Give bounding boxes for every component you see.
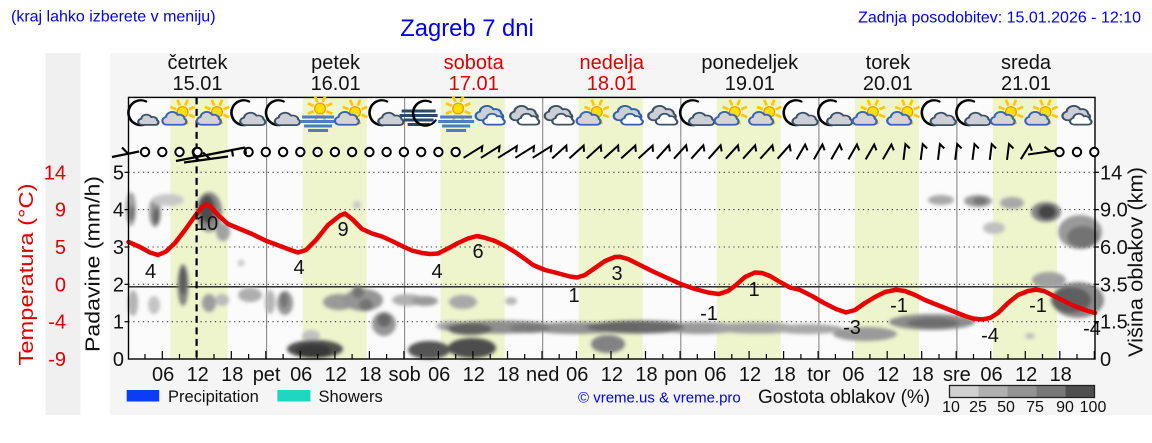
svg-text:14: 14 [1100, 162, 1122, 184]
svg-text:4: 4 [293, 257, 304, 279]
svg-text:9: 9 [55, 200, 66, 222]
svg-text:Padavine (mm/h): Padavine (mm/h) [83, 176, 105, 352]
svg-text:19.01: 19.01 [725, 73, 775, 95]
svg-text:5: 5 [113, 162, 124, 184]
svg-text:ponedeljek: ponedeljek [701, 52, 799, 74]
svg-text:4: 4 [431, 261, 442, 283]
svg-text:-4: -4 [1083, 318, 1101, 340]
svg-text:20.01: 20.01 [863, 73, 913, 95]
svg-text:sob: sob [388, 364, 420, 386]
svg-text:© vreme.us & vreme.pro: © vreme.us & vreme.pro [578, 390, 741, 407]
svg-text:-9: -9 [48, 349, 66, 371]
svg-text:4: 4 [113, 200, 124, 222]
svg-text:6.0: 6.0 [1100, 237, 1128, 259]
svg-text:10: 10 [942, 399, 960, 416]
svg-text:nedelja: nedelja [580, 52, 645, 74]
svg-text:12: 12 [187, 364, 209, 386]
svg-text:17.01: 17.01 [449, 73, 499, 95]
svg-text:25: 25 [969, 399, 987, 416]
svg-text:(kraj lahko izberete v meniju): (kraj lahko izberete v meniju) [11, 9, 216, 26]
svg-text:ned: ned [526, 364, 559, 386]
svg-text:4: 4 [145, 261, 156, 283]
svg-text:četrtek: četrtek [167, 52, 228, 74]
svg-text:06: 06 [842, 364, 864, 386]
svg-text:06: 06 [290, 364, 312, 386]
svg-text:sre: sre [943, 364, 971, 386]
svg-text:9: 9 [337, 219, 348, 241]
svg-text:pon: pon [664, 364, 697, 386]
svg-text:2: 2 [113, 274, 124, 296]
svg-text:90: 90 [1056, 399, 1074, 416]
svg-text:14: 14 [44, 162, 66, 184]
svg-text:21.01: 21.01 [1001, 73, 1051, 95]
svg-text:pet: pet [253, 364, 281, 386]
svg-text:-3: -3 [843, 317, 861, 339]
svg-text:3: 3 [611, 263, 622, 285]
svg-text:12: 12 [739, 364, 761, 386]
svg-text:18: 18 [912, 364, 934, 386]
svg-text:-1: -1 [700, 303, 718, 325]
svg-text:18: 18 [497, 364, 519, 386]
svg-text:18: 18 [359, 364, 381, 386]
svg-text:sreda: sreda [1001, 52, 1052, 74]
svg-text:1: 1 [748, 279, 759, 301]
svg-text:1.5: 1.5 [1100, 312, 1128, 334]
svg-text:petek: petek [311, 52, 361, 74]
svg-text:9.0: 9.0 [1100, 200, 1128, 222]
svg-text:-4: -4 [48, 312, 66, 334]
svg-text:12: 12 [463, 364, 485, 386]
svg-text:18.01: 18.01 [587, 73, 637, 95]
svg-text:5: 5 [55, 237, 66, 259]
svg-text:06: 06 [704, 364, 726, 386]
svg-text:Zadnja posodobitev: 15.01.2026: Zadnja posodobitev: 15.01.2026 - 12:10 [858, 10, 1141, 27]
svg-text:-1: -1 [1029, 295, 1047, 317]
svg-text:16.01: 16.01 [311, 73, 361, 95]
svg-text:1: 1 [568, 285, 579, 307]
svg-text:12: 12 [1015, 364, 1037, 386]
svg-text:12: 12 [877, 364, 899, 386]
svg-text:50: 50 [997, 399, 1015, 416]
svg-text:18: 18 [221, 364, 243, 386]
svg-text:0: 0 [55, 274, 66, 296]
svg-text:75: 75 [1026, 399, 1044, 416]
svg-text:Precipitation: Precipitation [168, 388, 259, 406]
svg-text:1: 1 [113, 312, 124, 334]
svg-text:Gostota oblakov (%): Gostota oblakov (%) [758, 387, 930, 408]
svg-text:Zagreb 7 dni: Zagreb 7 dni [400, 15, 534, 42]
svg-text:18: 18 [635, 364, 657, 386]
svg-text:torek: torek [866, 52, 911, 74]
svg-text:12: 12 [601, 364, 623, 386]
svg-text:6: 6 [472, 241, 483, 263]
svg-text:Višina oblakov (km): Višina oblakov (km) [1126, 167, 1148, 357]
svg-text:100: 100 [1080, 399, 1107, 416]
svg-text:Showers: Showers [319, 388, 383, 406]
svg-text:10: 10 [196, 213, 218, 235]
svg-text:-4: -4 [981, 325, 999, 347]
svg-text:06: 06 [566, 364, 588, 386]
svg-text:-1: -1 [890, 295, 908, 317]
svg-text:0: 0 [113, 349, 124, 371]
svg-text:0: 0 [1100, 349, 1111, 371]
svg-text:3: 3 [113, 237, 124, 259]
svg-text:12: 12 [325, 364, 347, 386]
svg-text:06: 06 [428, 364, 450, 386]
svg-text:Temperatura (°C): Temperatura (°C) [16, 184, 38, 366]
svg-text:15.01: 15.01 [172, 73, 222, 95]
svg-text:18: 18 [773, 364, 795, 386]
svg-text:06: 06 [980, 364, 1002, 386]
svg-text:18: 18 [1050, 364, 1072, 386]
svg-text:sobota: sobota [444, 52, 505, 74]
svg-text:06: 06 [152, 364, 174, 386]
svg-text:tor: tor [807, 364, 831, 386]
svg-text:3.5: 3.5 [1100, 274, 1128, 296]
